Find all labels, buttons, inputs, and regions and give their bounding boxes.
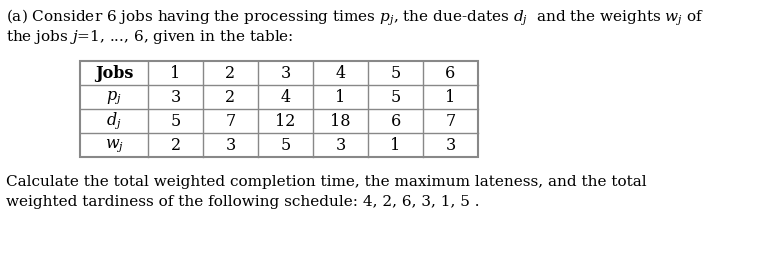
- Text: 2: 2: [226, 65, 235, 81]
- Text: 7: 7: [226, 112, 235, 130]
- Text: 2: 2: [171, 136, 181, 154]
- Text: 4: 4: [280, 89, 290, 105]
- Text: weighted tardiness of the following schedule: 4, 2, 6, 3, 1, 5 .: weighted tardiness of the following sche…: [6, 195, 479, 209]
- Text: 18: 18: [330, 112, 351, 130]
- Text: 1: 1: [335, 89, 346, 105]
- Text: 1: 1: [171, 65, 181, 81]
- Text: (a) Consider 6 jobs having the processing times $p_j$, the due-dates $d_j$  and : (a) Consider 6 jobs having the processin…: [6, 8, 704, 28]
- Text: 1: 1: [445, 89, 456, 105]
- Text: the jobs $j$=1, ..., 6, given in the table:: the jobs $j$=1, ..., 6, given in the tab…: [6, 28, 293, 46]
- Text: 4: 4: [335, 65, 345, 81]
- Text: 2: 2: [226, 89, 235, 105]
- Text: 5: 5: [171, 112, 181, 130]
- Text: $p_j$: $p_j$: [106, 89, 122, 105]
- Text: 3: 3: [171, 89, 181, 105]
- Text: 12: 12: [275, 112, 296, 130]
- Text: 6: 6: [445, 65, 456, 81]
- Text: 5: 5: [390, 65, 401, 81]
- Text: Jobs: Jobs: [94, 65, 133, 81]
- Text: 3: 3: [335, 136, 346, 154]
- Text: 3: 3: [226, 136, 235, 154]
- Text: 1: 1: [390, 136, 401, 154]
- Bar: [80, 61, 478, 157]
- Text: 6: 6: [390, 112, 401, 130]
- Text: 3: 3: [280, 65, 290, 81]
- Text: $w_j$: $w_j$: [104, 136, 123, 154]
- Text: 7: 7: [445, 112, 456, 130]
- Text: 5: 5: [390, 89, 401, 105]
- Text: 5: 5: [280, 136, 290, 154]
- Text: 3: 3: [445, 136, 456, 154]
- Text: $d_j$: $d_j$: [106, 111, 122, 131]
- Text: Calculate the total weighted completion time, the maximum lateness, and the tota: Calculate the total weighted completion …: [6, 175, 647, 189]
